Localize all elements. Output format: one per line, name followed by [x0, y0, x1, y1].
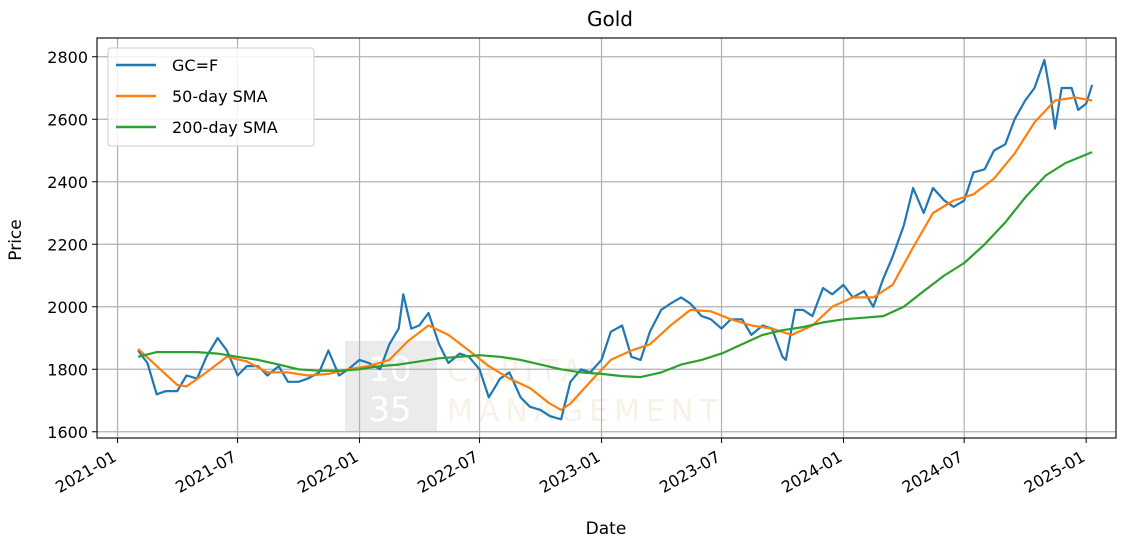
- x-tick-label: 2025-01: [1021, 447, 1088, 497]
- x-tick-label: 2022-01: [294, 447, 361, 497]
- y-axis: 1600 1800 2000 2200 2400 2600 2800: [47, 48, 97, 442]
- series-line-2: [137, 96, 1093, 411]
- y-tick-label: 1600: [47, 423, 88, 442]
- y-tick-label: 2400: [47, 173, 88, 192]
- y-tick-label: 1800: [47, 360, 88, 379]
- x-tick-label: 2023-01: [536, 447, 603, 497]
- x-tick-label: 2024-01: [778, 447, 845, 497]
- watermark: 10 35 CAPITAL MANAGEMENT: [345, 341, 724, 431]
- legend-label: 50-day SMA: [172, 87, 268, 106]
- x-tick-label: 2024-07: [899, 447, 966, 497]
- x-tick-label: 2022-07: [414, 447, 481, 497]
- series-layer: [137, 58, 1094, 421]
- legend-label: 200-day SMA: [172, 118, 278, 137]
- legend-label: GC=F: [172, 56, 218, 75]
- watermark-number-bottom: 35: [368, 390, 411, 430]
- watermark-number-top: 10: [368, 350, 411, 390]
- plot-frame: [96, 37, 1117, 439]
- x-axis-label: Date: [586, 519, 627, 539]
- x-tick-label: 2021-07: [172, 447, 239, 497]
- watermark-badge: [345, 341, 437, 431]
- y-tick-label: 2800: [47, 48, 88, 67]
- series-line-3: [137, 151, 1093, 379]
- chart-title: Gold: [587, 7, 633, 31]
- x-tick-label: 2023-07: [656, 447, 723, 497]
- y-tick-label: 2000: [47, 298, 88, 317]
- x-axis: 2021-01 2021-07 2022-01 2022-07 2023-01 2023-…: [52, 438, 1088, 497]
- watermark-text-bottom: MANAGEMENT: [447, 394, 724, 429]
- legend-box: [107, 47, 315, 147]
- x-tick-label: 2021-01: [52, 447, 119, 497]
- y-tick-label: 2200: [47, 235, 88, 254]
- legend: GC=F 50-day SMA 200-day SMA: [107, 47, 315, 147]
- y-axis-label: Price: [6, 219, 26, 260]
- y-tick-label: 2600: [47, 110, 88, 129]
